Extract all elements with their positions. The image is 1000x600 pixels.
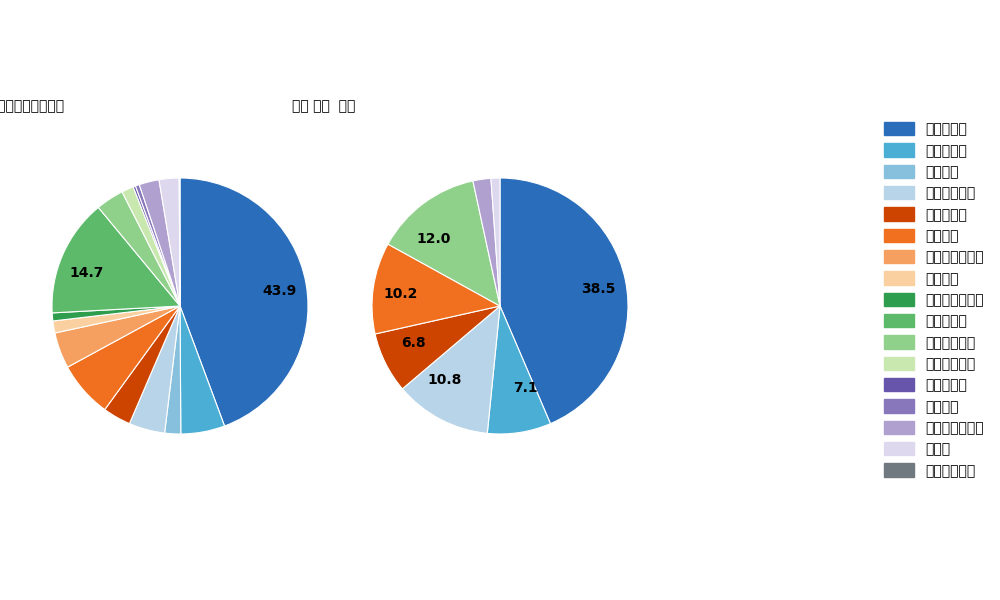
Text: 12.0: 12.0 <box>416 232 450 246</box>
Text: 6.8: 6.8 <box>401 336 426 350</box>
Wedge shape <box>165 306 181 434</box>
Wedge shape <box>52 208 180 313</box>
Wedge shape <box>500 178 628 424</box>
Wedge shape <box>388 181 500 306</box>
Wedge shape <box>105 306 180 424</box>
Text: 10.8: 10.8 <box>427 373 461 386</box>
Wedge shape <box>491 178 500 306</box>
Wedge shape <box>133 186 180 306</box>
Wedge shape <box>402 306 500 433</box>
Wedge shape <box>180 306 225 434</box>
Text: 10.2: 10.2 <box>383 287 418 301</box>
Wedge shape <box>129 306 180 433</box>
Wedge shape <box>98 192 180 306</box>
Text: 7.1: 7.1 <box>513 381 537 395</box>
Wedge shape <box>139 180 180 306</box>
Wedge shape <box>159 178 180 306</box>
Wedge shape <box>372 244 500 334</box>
Wedge shape <box>53 306 180 333</box>
Wedge shape <box>135 185 180 306</box>
Wedge shape <box>122 187 180 306</box>
Text: 38.5: 38.5 <box>581 282 616 296</box>
Wedge shape <box>55 306 180 367</box>
Wedge shape <box>180 178 308 426</box>
Legend: ストレート, ツーシーム, シュート, カットボール, スプリット, フォーク, チェンジアップ, シンカー, 高速スライダー, スライダー, 縦スライダー, : ストレート, ツーシーム, シュート, カットボール, スプリット, フォーク,… <box>879 118 988 482</box>
Wedge shape <box>68 306 180 410</box>
Wedge shape <box>473 178 500 306</box>
Wedge shape <box>52 306 180 321</box>
Text: 14.7: 14.7 <box>69 266 104 280</box>
Text: 岡林 勇希  選手: 岡林 勇希 選手 <box>292 100 355 113</box>
Wedge shape <box>487 306 550 434</box>
Text: 43.9: 43.9 <box>262 284 296 298</box>
Wedge shape <box>375 306 500 389</box>
Text: セ・リーグ全プレイヤー: セ・リーグ全プレイヤー <box>0 100 64 113</box>
